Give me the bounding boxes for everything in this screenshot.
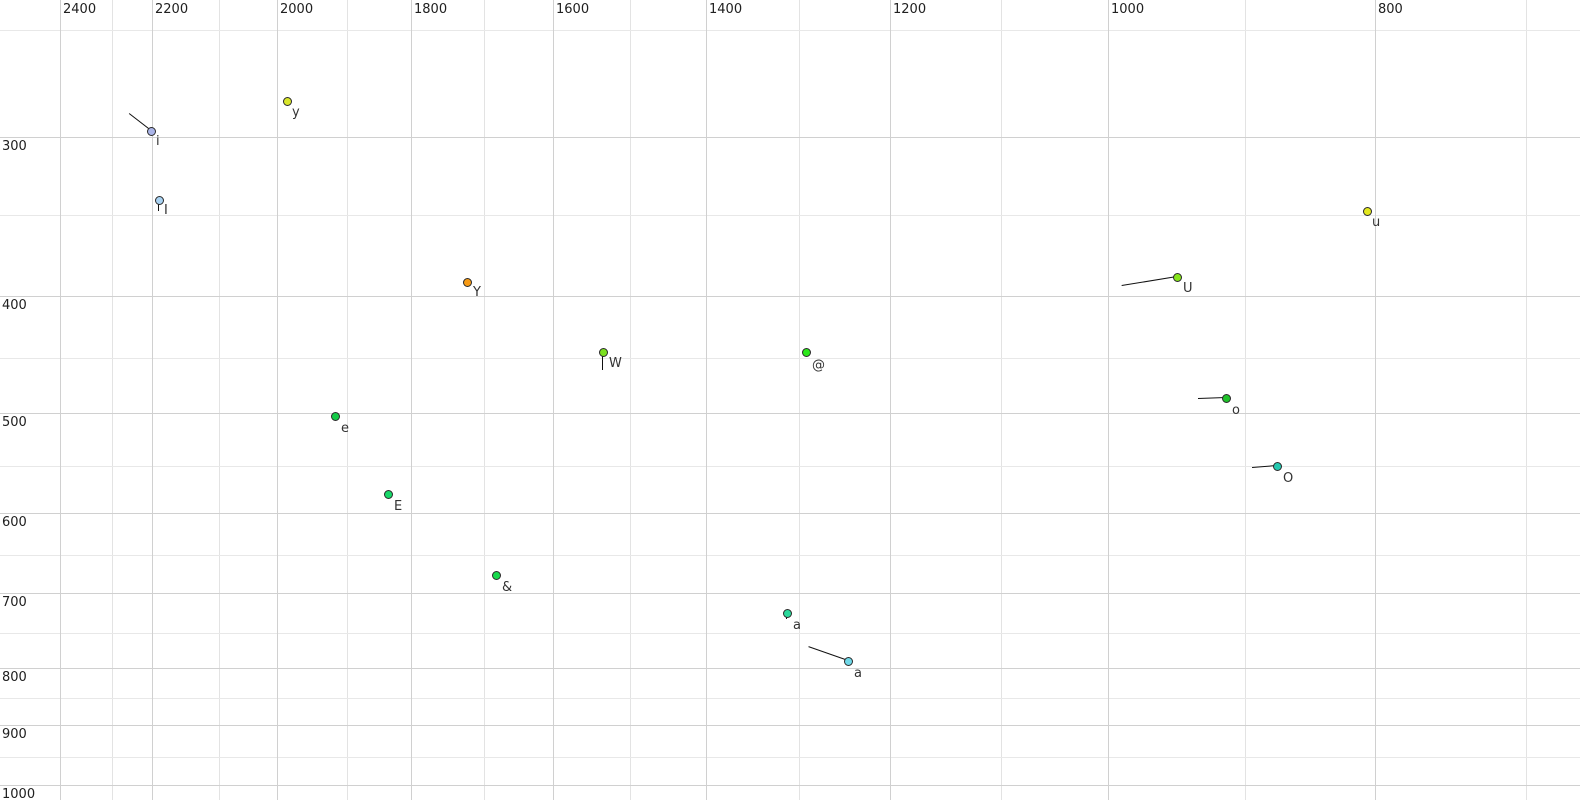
gridline-h-400 [0,296,1580,297]
gridline-v-2000 [277,0,278,800]
y-tick-label: 300 [2,139,27,154]
gridline-v-2400 [60,0,61,800]
data-point-label: a [854,666,862,681]
minor-gridline-h-1 [0,215,1580,216]
minor-gridline-v-8 [1526,0,1527,800]
gridline-h-300 [0,137,1580,138]
minor-gridline-h-7 [0,757,1580,758]
gridline-v-1000 [1108,0,1109,800]
data-point-label: u [1372,215,1381,230]
data-point-marker[interactable] [843,656,853,666]
y-tick-label: 400 [2,298,27,313]
x-tick-label: 1800 [414,2,448,17]
data-point-marker[interactable] [801,347,811,357]
data-point-label: @ [812,358,825,373]
data-point-label: y [292,105,300,120]
minor-gridline-h-3 [0,466,1580,467]
data-point-label: e [341,421,349,436]
x-tick-label: 1400 [709,2,743,17]
minor-gridline-v-0 [112,0,113,800]
gridline-h-800 [0,668,1580,669]
data-point-marker[interactable] [1172,272,1182,282]
vector-line-14 [808,646,849,661]
gridline-h-1000 [0,785,1580,786]
minor-gridline-h-2 [0,358,1580,359]
minor-gridline-v-1 [219,0,220,800]
data-point-marker[interactable] [282,96,292,106]
data-point-marker[interactable] [1362,206,1372,216]
y-tick-label: 500 [2,415,27,430]
minor-gridline-v-3 [484,0,485,800]
minor-gridline-v-2 [347,0,348,800]
y-tick-label: 900 [2,727,27,742]
data-point-marker[interactable] [330,411,340,421]
minor-gridline-v-6 [1001,0,1002,800]
y-tick-label: 600 [2,515,27,530]
minor-gridline-v-4 [630,0,631,800]
vector-line-5 [1121,276,1177,286]
gridline-v-800 [1375,0,1376,800]
gridline-v-1400 [706,0,707,800]
data-point-marker[interactable] [154,195,164,205]
data-point-marker[interactable] [491,570,501,580]
x-tick-label: 1200 [893,2,927,17]
gridline-h-600 [0,513,1580,514]
x-tick-label: 2200 [155,2,189,17]
data-point-label: i [156,134,160,149]
data-point-label: O [1283,471,1294,486]
gridline-v-2200 [152,0,153,800]
gridline-h-700 [0,593,1580,594]
data-point-marker[interactable] [383,489,393,499]
x-tick-label: 800 [1378,2,1403,17]
data-point-marker[interactable] [1221,393,1231,403]
data-point-marker[interactable] [1272,461,1282,471]
y-tick-label: 700 [2,595,27,610]
data-point-label: o [1232,403,1240,418]
data-point-marker[interactable] [462,277,472,287]
gridline-v-1200 [890,0,891,800]
minor-gridline-h-6 [0,698,1580,699]
data-point-label: a [793,618,801,633]
y-tick-label: 1000 [2,787,36,802]
minor-gridline-v-7 [1245,0,1246,800]
minor-gridline-h-5 [0,633,1580,634]
gridline-v-1600 [553,0,554,800]
minor-gridline-h-0 [0,30,1580,31]
minor-gridline-v-5 [799,0,800,800]
x-tick-label: 1600 [556,2,590,17]
data-point-marker[interactable] [146,126,156,136]
gridline-h-900 [0,725,1580,726]
minor-gridline-h-4 [0,555,1580,556]
data-point-marker[interactable] [782,608,792,618]
x-tick-label: 2000 [280,2,314,17]
data-point-label: W [609,356,622,371]
data-point-marker[interactable] [598,347,608,357]
x-tick-label: 1000 [1111,2,1145,17]
data-point-label: I [164,203,168,218]
data-point-label: E [394,499,403,514]
x-tick-label: 2400 [63,2,97,17]
gridline-h-500 [0,413,1580,414]
y-tick-label: 800 [2,670,27,685]
data-point-label: & [502,580,513,595]
data-point-label: U [1183,281,1193,296]
gridline-v-1800 [411,0,412,800]
data-point-label: Y [473,285,481,300]
